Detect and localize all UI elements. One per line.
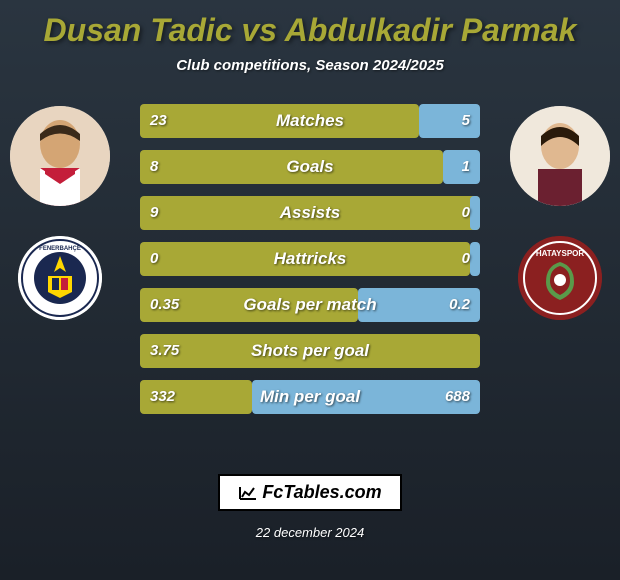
player-right-avatar: [510, 106, 610, 206]
stat-value-right: 0: [462, 242, 470, 276]
stat-label: Shots per goal: [140, 334, 480, 368]
comparison-content: FENERBAHÇE HATAYSPOR Matches23 5 Goals8 1 As…: [0, 104, 620, 444]
stat-value-left: 0: [150, 242, 158, 276]
subtitle: Club competitions, Season 2024/2025: [0, 57, 620, 74]
stats-bars: Matches235Goals81Assists90Hattricks00Goa…: [140, 104, 480, 414]
stat-row: Shots per goal3.75: [140, 334, 480, 368]
stat-value-right: 5: [462, 104, 470, 138]
stat-value-right: 0.2: [449, 288, 470, 322]
brand-text: FcTables.com: [262, 482, 381, 502]
club-left-logo: FENERBAHÇE: [18, 236, 102, 320]
stat-value-left: 3.75: [150, 334, 179, 368]
date-text: 22 december 2024: [0, 525, 620, 540]
stat-value-right: 688: [445, 380, 470, 414]
stat-row: Assists9 0: [140, 196, 480, 230]
footer: FcTables.com 22 december 2024: [0, 474, 620, 540]
stat-label: Assists: [140, 196, 480, 230]
stat-label: Goals: [140, 150, 480, 184]
stat-label: Min per goal: [140, 380, 480, 414]
stat-value-left: 8: [150, 150, 158, 184]
stat-value-left: 0.35: [150, 288, 179, 322]
stat-value-left: 9: [150, 196, 158, 230]
svg-text:FENERBAHÇE: FENERBAHÇE: [39, 246, 81, 252]
stat-row: Matches23 5: [140, 104, 480, 138]
stat-label: Goals per match: [140, 288, 480, 322]
club-right-logo: HATAYSPOR: [518, 236, 602, 320]
svg-text:HATAYSPOR: HATAYSPOR: [536, 249, 585, 258]
stat-row: Min per goal332 688: [140, 380, 480, 414]
stat-value-left: 332: [150, 380, 175, 414]
stat-value-right: 0: [462, 196, 470, 230]
stat-row: Goals8 1: [140, 150, 480, 184]
stat-label: Hattricks: [140, 242, 480, 276]
page-title: Dusan Tadic vs Abdulkadir Parmak: [0, 0, 620, 49]
stat-value-right: 1: [462, 150, 470, 184]
stat-row: Hattricks0 0: [140, 242, 480, 276]
stat-row: Goals per match0.35 0.2: [140, 288, 480, 322]
stat-label: Matches: [140, 104, 480, 138]
brand-logo: FcTables.com: [218, 474, 401, 511]
player-left-avatar: [10, 106, 110, 206]
stat-value-left: 23: [150, 104, 167, 138]
